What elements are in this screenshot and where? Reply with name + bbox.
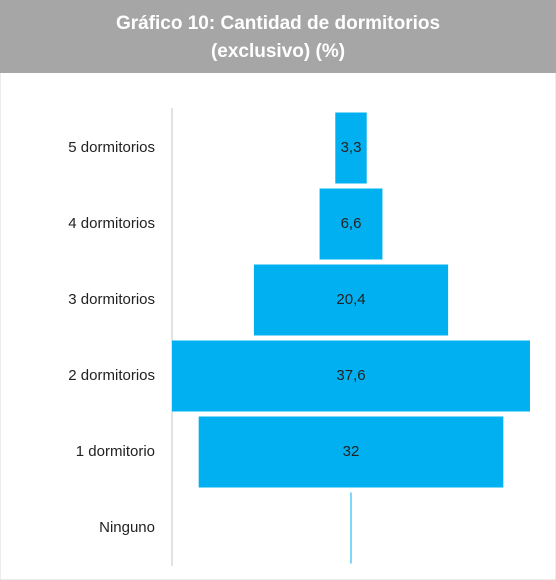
category-label: 1 dormitorio <box>76 443 155 460</box>
category-label: 4 dormitorios <box>68 215 155 232</box>
value-label: 37,6 <box>336 367 365 384</box>
bar <box>198 416 504 488</box>
value-label: 32 <box>343 443 360 460</box>
value-label: 6,6 <box>341 215 362 232</box>
category-label: 3 dormitorios <box>68 291 155 308</box>
category-label: 2 dormitorios <box>68 367 155 384</box>
bar <box>172 340 530 412</box>
chart-title: Gráfico 10: Cantidad de dormitorios (excl… <box>116 13 440 62</box>
bar <box>253 264 449 336</box>
bar <box>335 112 367 184</box>
value-label: 20,4 <box>336 291 365 308</box>
category-label: Ninguno <box>99 519 155 536</box>
category-label: 5 dormitorios <box>68 139 155 156</box>
bar <box>319 188 383 260</box>
bar <box>350 492 352 564</box>
value-label: 3,3 <box>341 139 362 156</box>
title-band <box>0 0 556 73</box>
